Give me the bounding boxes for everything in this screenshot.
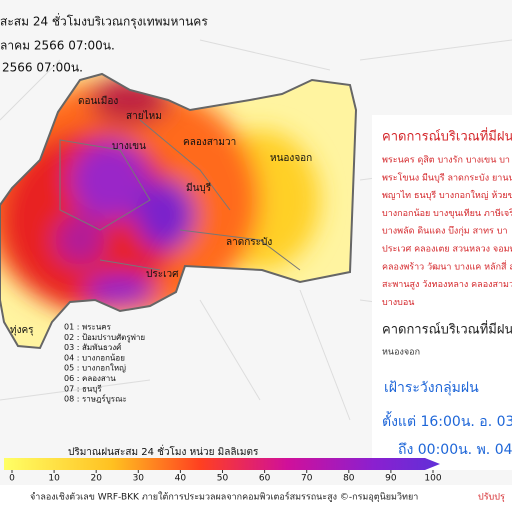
watch-title: เฝ้าระวังกลุ่มฝน: [384, 380, 479, 396]
light-title: คาดการณ์บริเวณที่มีฝน: [382, 321, 512, 338]
colorbar-tick-label: 0: [9, 474, 15, 484]
district-label: ประเวศ: [146, 269, 179, 280]
rain-district-line: พระนคร ดุสิต บางรัก บางเขน บา: [382, 155, 510, 166]
rain-district-line: พระโขนง มีนบุรี ลาดกระบัง ยานน: [382, 172, 512, 183]
legend-entry: 02 : ป้อมปราบศัตรูพ่าย: [64, 333, 145, 343]
legend-entry: 05 : บางกอกใหญ่: [64, 364, 126, 373]
rain-district-line: บางพลัด ดินแดง บึงกุ่ม สาทร บา: [382, 226, 508, 237]
colorbar-tick-label: 10: [48, 474, 60, 484]
colorbar-tick-label: 30: [133, 474, 145, 484]
rain-district-line: สะพานสูง วังทองหลาง คลองสามว: [382, 280, 512, 290]
rain-district-line: บางบอน: [382, 298, 414, 308]
district-label: ดอนเมือง: [78, 95, 118, 107]
colorbar-title: ปริมาณฝนสะสม 24 ชั่วโมง หน่วย มิลลิเมตร: [68, 444, 259, 458]
bangkok-outline: [0, 72, 358, 350]
colorbar-tick-label: 20: [90, 474, 102, 484]
colorbar-ticks: 0 10 20 30 40 50 60 70 80 90 100: [9, 470, 442, 484]
colorbar: [4, 458, 440, 470]
header-line: 2566 07:00น.: [2, 61, 83, 75]
watch-to: ถึง 00:00น. พ. 04: [398, 442, 512, 458]
rain-district-line: คลองพร้าว วัฒนา บางแค หลักสี่ ส: [382, 259, 512, 272]
district-label: บางเขน: [112, 141, 146, 152]
legend-entry: 04 : บางกอกน้อย: [64, 353, 125, 362]
legend-entry: 06 : คลองสาน: [64, 374, 116, 383]
forecast-panel: [372, 115, 512, 470]
credit: จำลองเชิงตัวเลข WRF-BKK ภายใต้การประมวลผ…: [30, 491, 418, 503]
district-label: มีนบุรี: [186, 182, 212, 194]
colorbar-tick-label: 40: [175, 474, 187, 484]
header-line: สะสม 24 ชั่วโมงบริเวณกรุงเทพมหานคร: [0, 13, 208, 30]
light-districts: หนองจอก: [382, 348, 420, 358]
watch-from: ตั้งแต่ 16:00น. อ. 03: [382, 411, 512, 430]
colorbar-tick-label: 80: [343, 474, 355, 484]
district-label: สายไหม: [126, 110, 162, 122]
header-line: ุลาคม 2566 07:00น.: [0, 39, 115, 54]
footer: [0, 485, 512, 512]
district-label: หนองจอก: [270, 153, 312, 164]
colorbar-tick-label: 100: [424, 474, 441, 484]
colorbar-tick-label: 50: [217, 474, 229, 484]
legend-entry: 01 : พระนคร: [64, 323, 112, 332]
rain-title: คาดการณ์บริเวณที่มีฝน: [382, 128, 512, 145]
district-label: ลาดกระบัง: [226, 237, 272, 248]
colorbar-tick-label: 60: [259, 474, 271, 484]
legend-entry: 07 : ธนบุรี: [64, 384, 102, 393]
rain-district-line: ประเวศ คลองเตย สวนหลวง จอมท: [382, 245, 512, 255]
rain-district-line: พญาไท ธนบุรี บางกอกใหญ่ ห้วยข: [382, 190, 512, 201]
legend-entry: 03 : สัมพันธวงศ์: [64, 342, 121, 352]
district-label: คลองสามวา: [183, 137, 236, 148]
district-label: ทุ่งครุ: [10, 325, 34, 336]
update: ปรับปรุ: [478, 493, 505, 503]
colorbar-tick-label: 90: [385, 474, 397, 484]
district-labels: ดอนเมือง สายไหม บางเขน คลองสามวา หนองจอก…: [10, 95, 312, 336]
rain-district-line: บางกอกน้อย บางขุนเทียน ภาษีเจริ: [382, 208, 512, 219]
legend-entry: 08 : ราษฎร์บูรณะ: [64, 394, 127, 405]
colorbar-tick-label: 70: [301, 474, 313, 484]
